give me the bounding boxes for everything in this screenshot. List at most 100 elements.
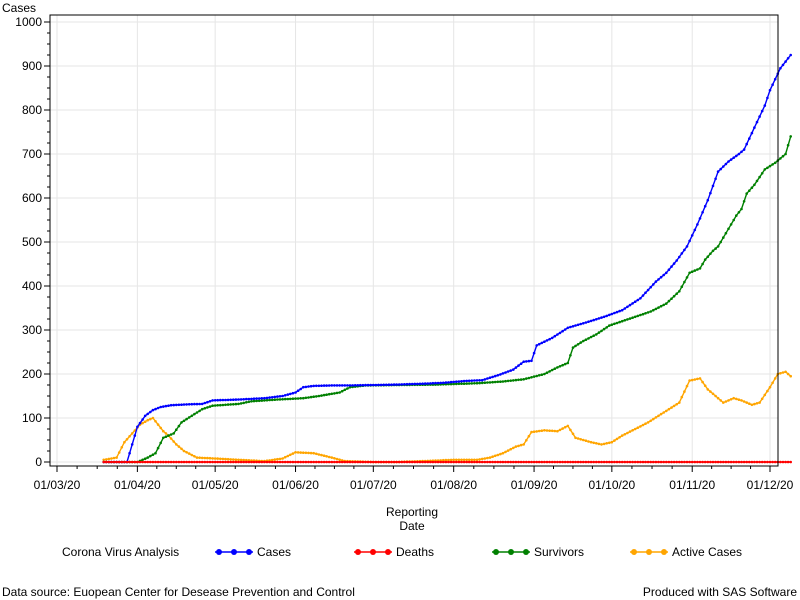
point-cases	[773, 77, 777, 81]
point-deaths	[530, 460, 533, 464]
point-deaths	[496, 460, 500, 464]
point-survivors	[501, 380, 505, 383]
point-deaths	[281, 460, 284, 464]
point-deaths	[740, 460, 743, 464]
point-active-cases	[784, 370, 787, 374]
point-deaths	[410, 460, 414, 464]
point-cases	[517, 364, 520, 367]
point-deaths	[400, 460, 404, 464]
point-active-cases	[711, 392, 715, 396]
point-active-cases	[185, 451, 188, 454]
point-survivors	[327, 392, 331, 396]
point-survivors	[768, 164, 772, 168]
point-active-cases	[750, 403, 754, 407]
point-cases	[149, 410, 152, 414]
point-survivors	[237, 402, 240, 406]
point-survivors	[149, 454, 152, 458]
point-deaths	[763, 460, 767, 464]
point-deaths	[408, 460, 411, 464]
point-active-cases	[786, 372, 790, 376]
legend-marker-cases	[215, 549, 253, 555]
point-active-cases	[117, 451, 121, 454]
point-cases	[703, 204, 707, 208]
point-cases	[390, 383, 393, 387]
point-active-cases	[286, 454, 290, 458]
point-cases	[649, 285, 652, 289]
point-cases	[701, 211, 704, 214]
point-cases	[296, 389, 300, 393]
point-deaths	[711, 460, 715, 464]
point-survivors	[696, 268, 699, 271]
point-survivors	[195, 411, 199, 414]
point-survivors	[615, 321, 619, 325]
point-active-cases	[714, 394, 717, 398]
point-cases	[678, 255, 681, 259]
point-survivors	[146, 456, 149, 459]
point-survivors	[499, 380, 502, 384]
point-active-cases	[709, 390, 712, 393]
point-survivors	[659, 304, 663, 308]
point-cases	[693, 228, 697, 232]
point-deaths	[198, 460, 201, 464]
point-cases	[317, 384, 321, 388]
point-cases	[333, 384, 336, 387]
point-cases	[439, 381, 443, 385]
point-survivors	[540, 373, 544, 377]
point-cases	[543, 340, 546, 344]
point-deaths	[379, 460, 383, 464]
point-deaths	[245, 460, 248, 464]
point-survivors	[561, 363, 564, 367]
point-active-cases	[740, 399, 743, 402]
y-tick-label: 200	[22, 367, 42, 381]
point-deaths	[317, 460, 321, 464]
point-survivors	[729, 223, 733, 226]
point-survivors	[652, 308, 655, 312]
legend-label-active-cases: Active Cases	[672, 545, 743, 559]
point-active-cases	[561, 427, 564, 430]
point-survivors	[553, 367, 557, 371]
point-deaths	[488, 460, 492, 464]
point-survivors	[156, 446, 160, 450]
point-deaths	[452, 460, 456, 464]
point-survivors	[182, 419, 186, 423]
point-active-cases	[480, 457, 484, 461]
point-deaths	[480, 460, 484, 464]
point-survivors	[789, 135, 792, 138]
point-cases	[278, 395, 282, 398]
point-cases	[172, 403, 175, 407]
point-deaths	[460, 460, 463, 464]
point-active-cases	[605, 442, 608, 445]
point-deaths	[605, 460, 608, 464]
point-cases	[449, 380, 453, 384]
point-cases	[657, 278, 660, 281]
point-cases	[636, 298, 640, 302]
point-deaths	[224, 460, 227, 464]
point-cases	[457, 380, 461, 383]
point-survivors	[716, 245, 720, 248]
point-survivors	[200, 407, 204, 411]
point-cases	[304, 385, 308, 389]
point-survivors	[639, 313, 642, 317]
point-survivors	[320, 394, 323, 397]
point-cases	[315, 384, 318, 388]
y-tick-label: 300	[22, 323, 42, 337]
point-survivors	[493, 380, 497, 384]
point-deaths	[335, 460, 339, 464]
point-survivors	[449, 382, 453, 386]
point-active-cases	[779, 372, 782, 375]
point-deaths	[216, 460, 219, 464]
point-cases	[265, 396, 269, 400]
point-cases	[688, 239, 691, 243]
point-survivors	[563, 362, 567, 366]
point-active-cases	[553, 429, 557, 433]
point-deaths	[716, 460, 720, 464]
point-survivors	[750, 186, 754, 189]
point-cases	[675, 259, 678, 262]
point-cases	[346, 384, 349, 387]
point-deaths	[449, 460, 453, 464]
point-cases	[553, 334, 557, 338]
point-cases	[395, 383, 398, 386]
point-deaths	[646, 460, 650, 464]
point-cases	[587, 320, 590, 324]
point-deaths	[659, 460, 663, 464]
